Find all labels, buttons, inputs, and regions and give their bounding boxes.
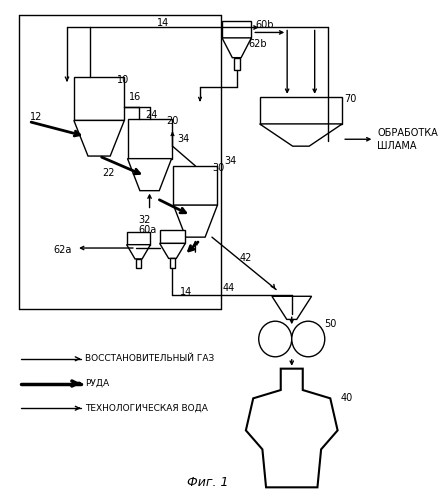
Text: ШЛАМА: ШЛАМА <box>377 141 417 151</box>
Polygon shape <box>246 368 338 488</box>
Text: 70: 70 <box>344 94 356 104</box>
Text: 10: 10 <box>117 75 130 85</box>
Text: 42: 42 <box>240 253 252 263</box>
Polygon shape <box>136 259 141 268</box>
Text: ОБРАБОТКА: ОБРАБОТКА <box>377 128 438 138</box>
Text: 50: 50 <box>324 319 336 329</box>
Polygon shape <box>170 258 175 268</box>
Polygon shape <box>74 77 124 120</box>
Text: 60b: 60b <box>255 20 273 30</box>
Text: 20: 20 <box>166 116 178 126</box>
Polygon shape <box>222 38 252 58</box>
Polygon shape <box>128 158 172 190</box>
Text: 16: 16 <box>129 92 142 102</box>
Text: РУДА: РУДА <box>85 379 109 388</box>
Circle shape <box>292 321 325 357</box>
Text: 24: 24 <box>145 110 157 120</box>
Polygon shape <box>160 230 186 243</box>
Text: 40: 40 <box>340 394 353 404</box>
Circle shape <box>259 321 292 357</box>
Text: ВОССТАНОВИТЕЛЬНЫЙ ГАЗ: ВОССТАНОВИТЕЛЬНЫЙ ГАЗ <box>85 354 215 364</box>
Text: 60a: 60a <box>139 225 157 235</box>
Polygon shape <box>272 296 312 320</box>
Text: 12: 12 <box>30 112 43 122</box>
Text: 32: 32 <box>139 216 151 226</box>
Text: 34: 34 <box>225 156 237 166</box>
Polygon shape <box>128 120 172 158</box>
Text: 34: 34 <box>177 134 189 144</box>
Polygon shape <box>260 124 342 146</box>
Polygon shape <box>127 244 150 259</box>
Text: 14: 14 <box>180 286 192 296</box>
Polygon shape <box>222 20 252 38</box>
Text: Фиг. 1: Фиг. 1 <box>186 476 228 489</box>
Polygon shape <box>260 96 342 124</box>
Polygon shape <box>173 205 218 237</box>
Polygon shape <box>127 232 150 244</box>
Text: 30: 30 <box>212 163 224 173</box>
Text: 62b: 62b <box>248 40 267 50</box>
Polygon shape <box>173 166 218 205</box>
Text: ТЕХНОЛОГИЧЕСКАЯ ВОДА: ТЕХНОЛОГИЧЕСКАЯ ВОДА <box>85 404 208 412</box>
Text: 62a: 62a <box>53 245 72 255</box>
Text: 44: 44 <box>223 282 235 292</box>
Polygon shape <box>74 120 124 156</box>
Polygon shape <box>160 244 186 258</box>
Text: 14: 14 <box>157 18 169 28</box>
Text: 22: 22 <box>102 168 114 178</box>
Polygon shape <box>234 58 240 70</box>
